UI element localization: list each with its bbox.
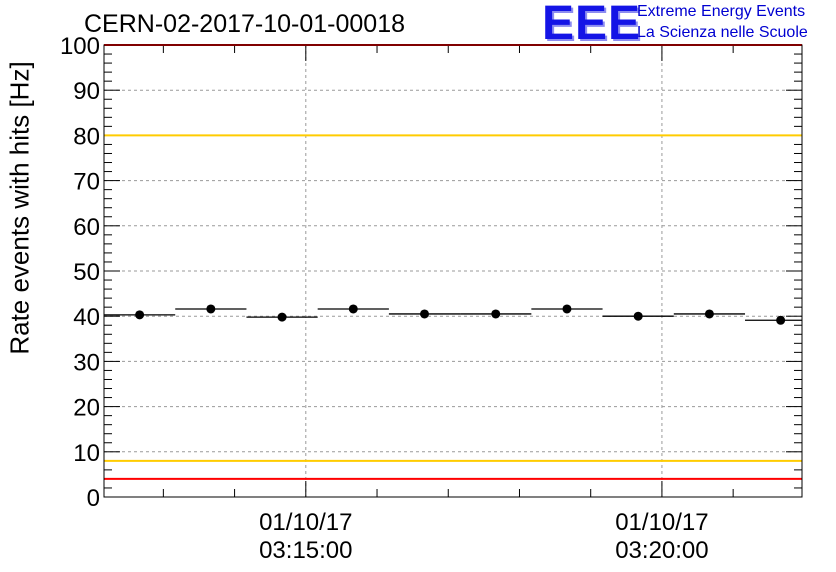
y-tick-label: 20: [73, 395, 100, 422]
data-point: [776, 315, 786, 325]
data-point: [348, 304, 358, 314]
data-point: [491, 309, 501, 319]
y-tick-label: 100: [60, 33, 100, 60]
chart-title: CERN-02-2017-10-01-00018: [84, 10, 406, 38]
data-point: [562, 304, 572, 314]
data-point: [277, 312, 287, 322]
x-tick-label-date: 01/10/17: [615, 509, 708, 536]
data-point: [135, 310, 145, 320]
y-tick-label: 50: [73, 259, 100, 286]
y-tick-label: 70: [73, 169, 100, 196]
y-tick-label: 80: [73, 123, 100, 150]
data-point: [420, 309, 430, 319]
y-tick-label: 0: [87, 485, 100, 512]
logo-subtitle-line2: La Scienza nelle Scuole: [637, 24, 808, 41]
eee-logo: EEE: [542, 0, 642, 50]
y-tick-label: 90: [73, 78, 100, 105]
x-tick-label-date: 01/10/17: [259, 509, 352, 536]
y-tick-label: 30: [73, 349, 100, 376]
x-tick-label-time: 03:20:00: [615, 537, 708, 564]
data-point: [704, 309, 714, 319]
plot-frame: [103, 44, 803, 498]
y-tick-label: 60: [73, 214, 100, 241]
y-tick-label: 40: [73, 304, 100, 331]
y-tick-label: 10: [73, 440, 100, 467]
x-tick-label-time: 03:15:00: [259, 537, 352, 564]
data-point: [206, 304, 216, 314]
logo-subtitle-line1: Extreme Energy Events: [637, 3, 806, 20]
data-point: [633, 311, 643, 321]
